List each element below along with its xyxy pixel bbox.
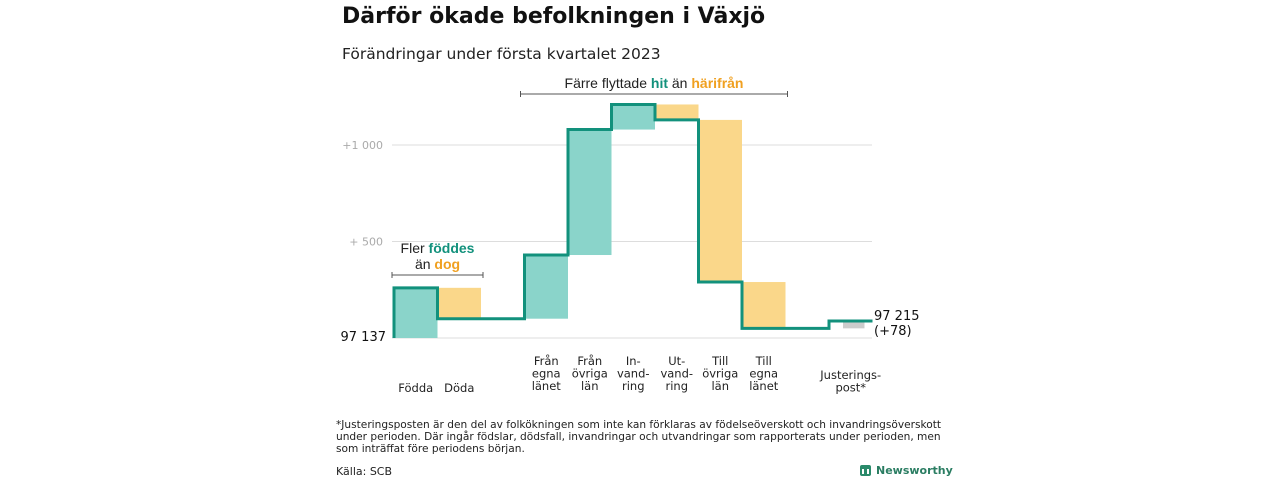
x-category-label: vand- <box>617 367 650 381</box>
x-category-label: Ut- <box>668 354 685 368</box>
footnote: *Justeringsposten är den del av folkökni… <box>336 419 942 455</box>
x-category-label: länet <box>532 379 562 393</box>
cumulative-line <box>392 102 873 338</box>
end-change-label: (+78) <box>874 324 912 339</box>
end-value-label: 97 215 <box>874 309 920 324</box>
x-category-label: vand- <box>660 367 693 381</box>
x-category-label: övriga <box>702 367 738 381</box>
bar-increase <box>524 255 568 319</box>
bar-increase <box>568 129 612 256</box>
chart-subtitle: Förändringar under första kvartalet 2023 <box>342 45 661 63</box>
x-category-label: In- <box>626 354 641 368</box>
bar-adjustment <box>843 321 865 329</box>
brand-name: Newsworthy <box>876 464 953 477</box>
x-category-label: Från <box>577 354 602 368</box>
x-category-label: egna <box>532 367 561 381</box>
x-category-label: län <box>711 379 729 393</box>
bar-increase <box>394 287 438 338</box>
x-category-label: Födda <box>398 381 433 395</box>
y-tick-label: +1 000 <box>342 139 383 152</box>
source-note: Källa: SCB <box>336 465 393 478</box>
x-category-label: post* <box>835 381 866 395</box>
x-category-label: länet <box>749 379 779 393</box>
x-category-label: ring <box>622 379 645 393</box>
x-category-label: övriga <box>572 367 608 381</box>
bar-decrease <box>437 287 481 319</box>
y-tick-label: + 500 <box>349 236 383 249</box>
bar-chart-icon <box>860 465 871 476</box>
bar-decrease <box>655 104 699 120</box>
bar-increase <box>611 104 655 130</box>
chart-title: Därför ökade befolkningen i Växjö <box>342 4 766 29</box>
x-category-label: Från <box>534 354 559 368</box>
annotation-births-line1: Fler föddes <box>401 240 475 256</box>
bar-decrease <box>742 282 786 329</box>
x-category-label: Till <box>711 354 728 368</box>
annotation-migration: Färre flyttade hit än härifrån <box>565 75 744 91</box>
brand-logo: Newsworthy <box>860 464 953 477</box>
x-category-label: egna <box>749 367 778 381</box>
x-category-label: Till <box>755 354 772 368</box>
x-category-label: Döda <box>444 381 474 395</box>
x-category-label: Justerings- <box>819 368 881 382</box>
x-category-label: ring <box>665 379 688 393</box>
x-category-label: län <box>581 379 599 393</box>
bar-decrease <box>698 119 742 283</box>
start-value-label: 97 137 <box>341 330 387 345</box>
annotation-births-line2: än dog <box>415 256 460 272</box>
